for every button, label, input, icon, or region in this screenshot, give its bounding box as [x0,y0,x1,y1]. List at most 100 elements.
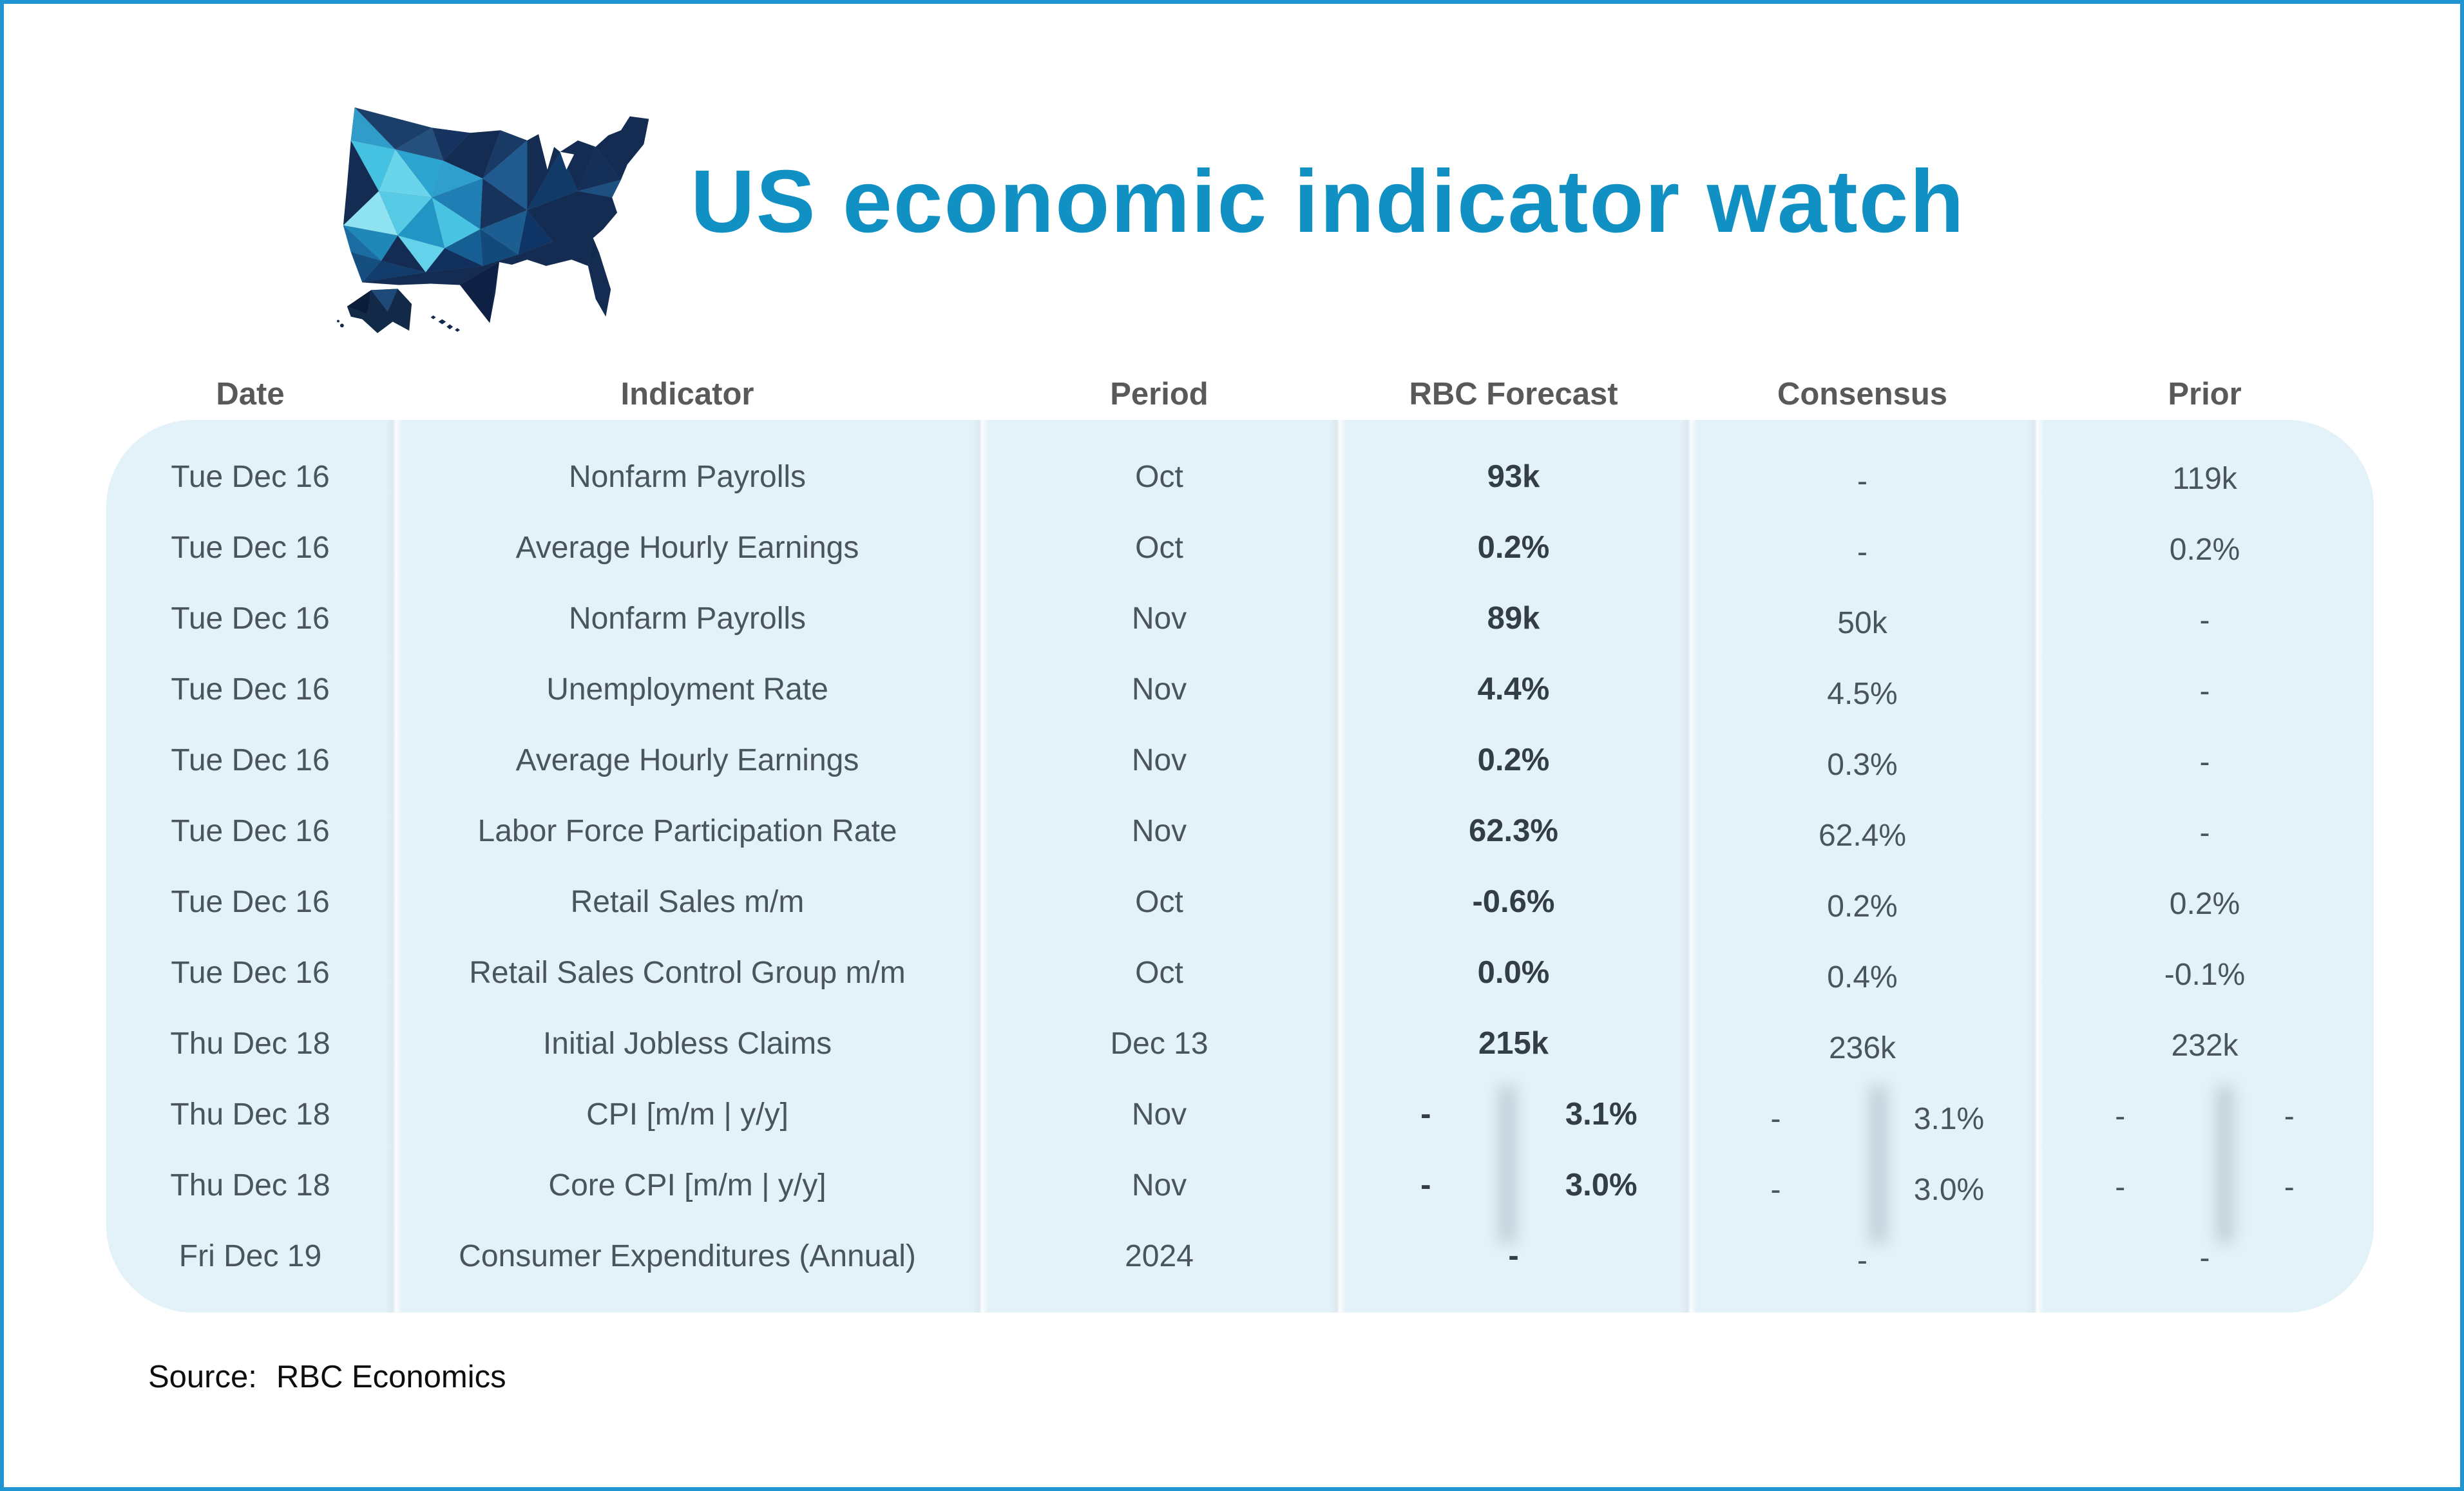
cell-prior: - [2199,1240,2210,1275]
table-row: Thu Dec 18 Core CPI [m/m | y/y] Nov -3.0… [106,1150,2374,1220]
cell-consensus: - [1857,464,1867,499]
cell-rbc-forecast: 0.2% [1477,530,1550,565]
cell-consensus: 0.3% [1827,747,1898,782]
table-row: Fri Dec 19 Consumer Expenditures (Annual… [106,1220,2374,1291]
cell-consensus: - [1857,1243,1867,1278]
table-row: Tue Dec 16 Nonfarm Payrolls Oct 93k - 11… [106,441,2374,512]
cell-period: 2024 [1125,1239,1194,1273]
column-divider [2027,420,2044,1313]
column-header-indicator: Indicator [620,377,754,412]
cell-rbc-forecast: 93k [1487,459,1540,494]
us-map-logo [337,107,649,334]
cell-rbc-forecast: -3.0% [1420,1168,1638,1202]
table-row: Thu Dec 18 Initial Jobless Claims Dec 13… [106,1008,2374,1079]
cell-prior: -0.1% [2164,957,2246,992]
cell-period: Nov [1131,813,1187,848]
cell-period: Nov [1131,1097,1187,1132]
cell-date: Tue Dec 16 [171,530,330,565]
cell-indicator: Average Hourly Earnings [515,530,859,565]
column-divider [1330,420,1346,1313]
column-header-consensus: Consensus [1777,377,1948,412]
cell-consensus: 236k [1828,1030,1896,1065]
cell-indicator: Consumer Expenditures (Annual) [459,1239,916,1273]
cell-date: Thu Dec 18 [170,1168,330,1202]
cell-consensus: 62.4% [1818,818,1907,853]
table-rows: Tue Dec 16 Nonfarm Payrolls Oct 93k - 11… [106,420,2374,1313]
cell-date: Tue Dec 16 [171,672,330,707]
table-row: Tue Dec 16 Average Hourly Earnings Nov 0… [106,725,2374,795]
cell-consensus: 0.2% [1827,889,1898,924]
cell-indicator: Nonfarm Payrolls [568,459,807,494]
cell-rbc-forecast: -0.6% [1472,884,1555,919]
cell-date: Tue Dec 16 [171,459,330,494]
page-title: US economic indicator watch [691,152,1965,251]
cell-prior: - [2199,745,2210,779]
cell-period: Oct [1135,530,1183,565]
table-row: Tue Dec 16 Average Hourly Earnings Oct 0… [106,512,2374,583]
cell-period: Nov [1131,743,1187,777]
cell-date: Tue Dec 16 [171,955,330,990]
column-divider [386,420,403,1313]
cell-consensus: 4.5% [1827,676,1898,711]
cell-prior: - [2199,674,2210,708]
cell-prior: - [2199,603,2210,638]
cell-rbc-forecast: - [1508,1239,1519,1273]
column-divider [1681,420,1697,1313]
cell-prior: 232k [2171,1028,2239,1063]
cell-inner-divider-shadow [1498,1085,1517,1244]
cell-consensus: 0.4% [1827,960,1898,994]
cell-period: Oct [1135,459,1183,494]
table-header: Date Indicator Period RBC Forecast Conse… [106,367,2374,422]
table-row: Tue Dec 16 Retail Sales m/m Oct -0.6% 0.… [106,866,2374,937]
column-divider [972,420,989,1313]
cell-consensus: 50k [1837,605,1887,640]
indicator-table: Tue Dec 16 Nonfarm Payrolls Oct 93k - 11… [106,420,2374,1313]
cell-date: Tue Dec 16 [171,813,330,848]
cell-date: Fri Dec 19 [178,1239,322,1273]
cell-date: Thu Dec 18 [170,1097,330,1132]
cell-prior: 119k [2172,461,2237,496]
source-label: Source: [148,1360,257,1394]
cell-date: Thu Dec 18 [170,1026,330,1061]
cell-indicator: CPI [m/m | y/y] [586,1097,788,1132]
cell-indicator: Average Hourly Earnings [515,743,859,777]
cell-prior: -- [2115,1170,2295,1204]
cell-indicator: Core CPI [m/m | y/y] [548,1168,826,1202]
cell-period: Oct [1135,955,1183,990]
cell-inner-divider-shadow [2215,1085,2235,1244]
cell-indicator: Unemployment Rate [546,672,828,707]
cell-rbc-forecast: 0.0% [1477,955,1550,990]
cell-period: Nov [1131,601,1187,636]
cell-rbc-forecast: 4.4% [1477,672,1550,707]
table-row: Tue Dec 16 Labor Force Participation Rat… [106,795,2374,866]
table-row: Thu Dec 18 CPI [m/m | y/y] Nov -3.1% -3.… [106,1079,2374,1150]
cell-rbc-forecast: 215k [1478,1026,1549,1061]
cell-rbc-forecast: 89k [1487,601,1540,636]
column-header-date: Date [216,377,285,412]
table-row: Tue Dec 16 Retail Sales Control Group m/… [106,937,2374,1008]
cell-consensus: -3.0% [1770,1172,1985,1207]
cell-indicator: Initial Jobless Claims [542,1026,832,1061]
cell-indicator: Labor Force Participation Rate [477,813,897,848]
source-note: Source: RBC Economics [148,1356,506,1398]
cell-prior: -- [2115,1099,2295,1134]
column-header-prior: Prior [2168,377,2242,412]
cell-indicator: Retail Sales m/m [570,884,805,919]
column-header-rbc-forecast: RBC Forecast [1409,377,1618,412]
cell-date: Tue Dec 16 [171,601,330,636]
cell-inner-divider-shadow [1869,1085,1888,1244]
cell-period: Dec 13 [1110,1026,1208,1061]
cell-prior: 0.2% [2169,886,2240,921]
cell-indicator: Nonfarm Payrolls [568,601,807,636]
cell-consensus: -3.1% [1770,1101,1985,1136]
cell-period: Nov [1131,672,1187,707]
cell-rbc-forecast: 62.3% [1469,813,1558,848]
cell-date: Tue Dec 16 [171,743,330,777]
cell-period: Oct [1135,884,1183,919]
cell-period: Nov [1131,1168,1187,1202]
cell-prior: 0.2% [2169,532,2240,567]
cell-rbc-forecast: 0.2% [1477,743,1550,777]
cell-rbc-forecast: -3.1% [1420,1097,1638,1132]
table-row: Tue Dec 16 Unemployment Rate Nov 4.4% 4.… [106,654,2374,725]
